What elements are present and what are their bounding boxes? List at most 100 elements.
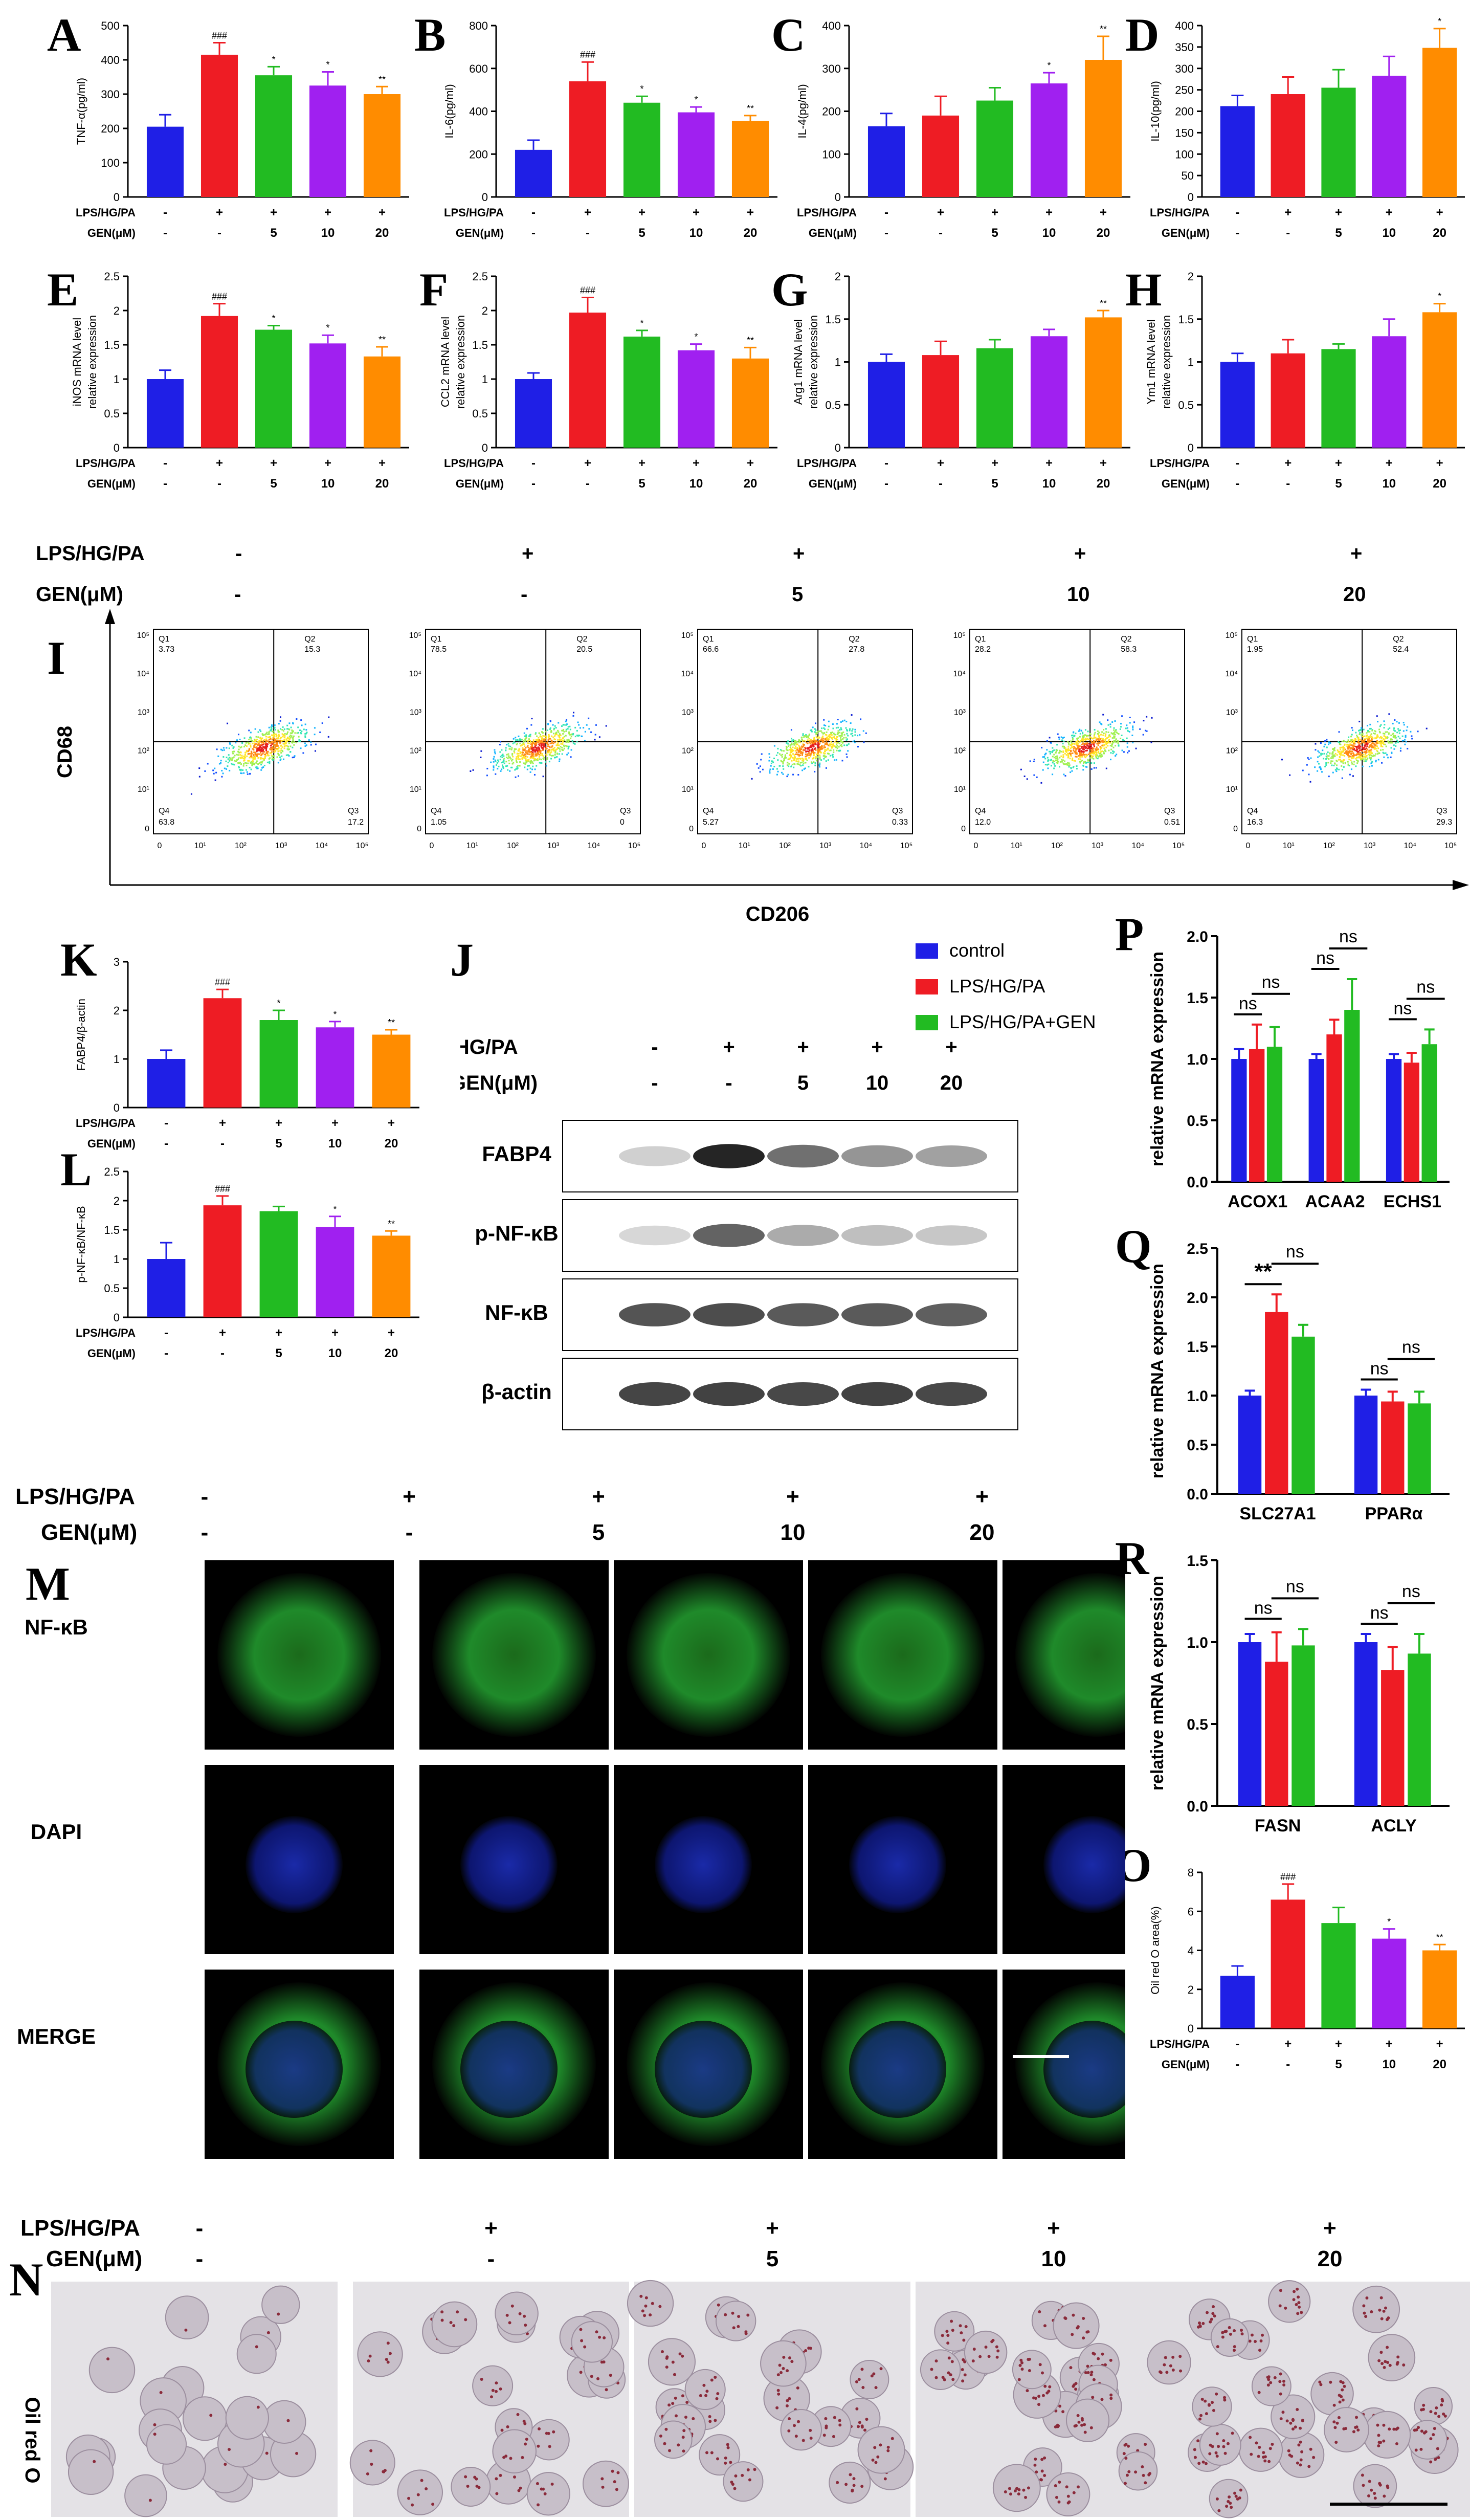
flow-event [1083, 744, 1085, 746]
lipid-droplet [1215, 2432, 1219, 2436]
flow-event [833, 751, 835, 753]
flow-event [783, 768, 785, 770]
flow-event [1080, 746, 1082, 748]
flow-event [1358, 747, 1360, 749]
lipid-droplet [1041, 2394, 1045, 2397]
flow-event [590, 731, 592, 733]
flow-event [289, 745, 292, 747]
flow-event [271, 725, 273, 727]
flow-event [248, 730, 250, 732]
flow-event [1053, 757, 1055, 759]
flow-event [1101, 740, 1103, 742]
flow-event [1083, 738, 1085, 740]
flow-event [1085, 742, 1087, 744]
flow-event [282, 758, 284, 760]
sig-label: ns [1254, 1598, 1273, 1618]
flow-event [286, 740, 288, 742]
flow-event [791, 763, 793, 765]
flow-event [1079, 758, 1081, 760]
lipid-droplet [1201, 2460, 1205, 2464]
flow-event [815, 760, 817, 762]
flow-event [228, 747, 230, 749]
flow-event [291, 741, 293, 743]
flow-event [819, 742, 821, 744]
flow-event [1399, 737, 1401, 739]
flow-event [1101, 750, 1103, 752]
lipid-droplet [779, 2371, 783, 2374]
flow-event [1060, 750, 1062, 753]
flow-event [1324, 743, 1326, 745]
flow-event [845, 727, 847, 729]
flow-event [1346, 741, 1348, 743]
flow-event [840, 740, 842, 742]
flow-event [1367, 743, 1369, 745]
lipid-droplet [726, 2446, 730, 2449]
flow-event [826, 734, 828, 736]
flow-event [1370, 745, 1372, 747]
lipid-droplet [801, 2439, 805, 2442]
flow-event [1317, 756, 1319, 758]
lipid-droplet [717, 2303, 720, 2307]
flow-event [1391, 742, 1393, 744]
bar [255, 75, 293, 197]
flow-event [558, 735, 560, 737]
lipid-droplet [797, 2420, 800, 2423]
flow-event [1108, 739, 1110, 741]
lipid-droplet [667, 2403, 671, 2407]
flow-event [1355, 765, 1357, 767]
flow-event [555, 749, 557, 751]
flow-event [798, 751, 800, 753]
flow-event [1355, 732, 1357, 734]
flow-event [1368, 736, 1370, 738]
y-tick-label: 300 [822, 62, 841, 75]
flow-event [1073, 760, 1075, 762]
lipid-droplet [1419, 2447, 1423, 2451]
flow-event [786, 776, 788, 778]
flow-event [549, 745, 551, 747]
lipid-droplet [733, 2487, 737, 2490]
flow-event [1033, 759, 1035, 761]
flow-event [301, 730, 303, 732]
flow-event [514, 742, 516, 744]
flow-event [1317, 761, 1319, 763]
flow-event [1076, 748, 1078, 750]
flow-event [547, 743, 549, 745]
flow-event [818, 748, 820, 750]
flow-event [1360, 755, 1362, 757]
flow-event [1320, 767, 1322, 769]
flow-event [496, 762, 498, 764]
flow-event [828, 725, 830, 727]
bar [1238, 1642, 1262, 1806]
flow-event [524, 738, 526, 740]
flow-event [220, 748, 222, 750]
flow-event [1062, 756, 1064, 758]
flow-event [1384, 733, 1386, 735]
flow-event [578, 734, 580, 736]
y-axis-label: relative mRNA expression [1148, 1576, 1167, 1790]
flow-event [1356, 735, 1358, 737]
lipid-droplet [825, 2426, 828, 2429]
flow-event [823, 758, 825, 760]
lipid-droplet [1211, 2312, 1215, 2315]
wb-band [841, 1303, 913, 1327]
significance-mark: ** [388, 1219, 395, 1229]
flow-event [803, 740, 805, 742]
flow-event [1126, 727, 1128, 729]
y-tick-label: 1.5 [1178, 313, 1194, 326]
lipid-droplet [1234, 2494, 1238, 2498]
flow-event [1075, 747, 1077, 749]
flow-event [539, 743, 541, 745]
flow-event [797, 773, 799, 776]
flow-event [807, 754, 809, 756]
flow-event [1343, 740, 1345, 742]
lipid-droplet [1250, 2452, 1253, 2456]
flow-event [792, 739, 794, 741]
cond-gen-value: - [586, 226, 590, 240]
lipid-droplet [1179, 2369, 1183, 2373]
flow-event [527, 740, 529, 742]
flow-event [1315, 749, 1317, 751]
flow-event [1078, 748, 1080, 750]
bar [1271, 94, 1305, 197]
flow-event [265, 748, 267, 750]
flow-event [1062, 750, 1064, 752]
